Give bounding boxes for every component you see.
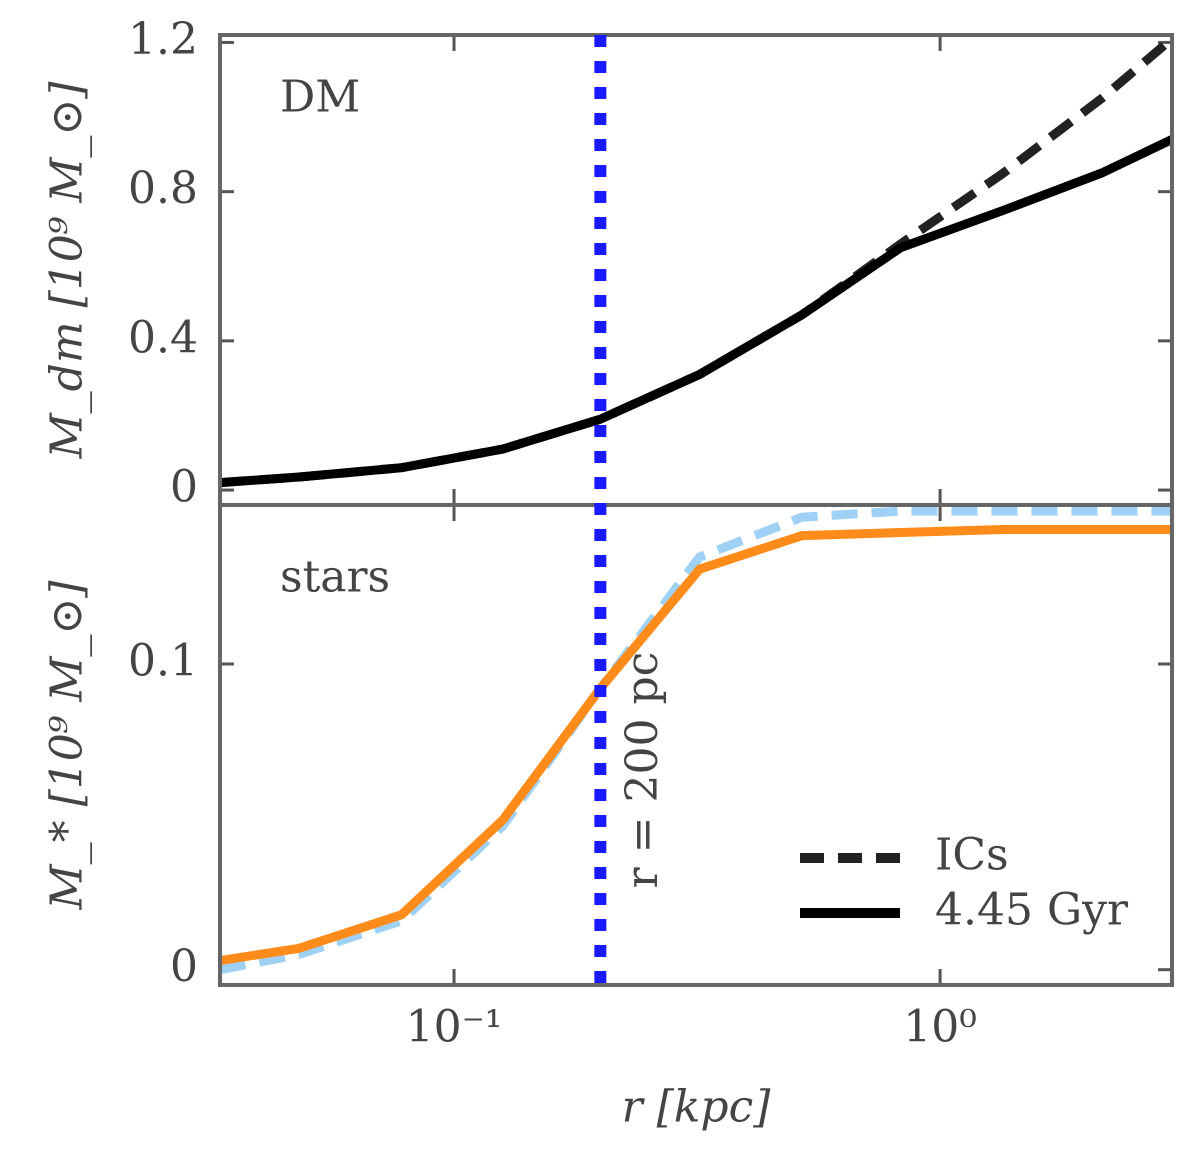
legend-label: ICs [935,830,1009,881]
y-tick-label: 0.4 [128,312,198,363]
y-tick-label: 0.1 [128,635,198,686]
x-tick-label: 10⁰ [903,1002,977,1053]
y-axis-label: M_* [10⁹ M_⊙] [42,580,93,911]
x-axis-label: r [kpc] [622,1082,772,1133]
y-tick-label: 0 [170,941,198,992]
vertical-line-label: r = 200 pc [617,652,668,889]
x-tick-label: 10⁻¹ [406,1002,503,1053]
y-tick-label: 0 [170,462,198,513]
legend-label: 4.45 Gyr [935,885,1129,936]
series-line [219,524,1172,965]
series-line [219,506,1172,975]
y-tick-label: 1.2 [128,14,198,65]
panel-label: stars [280,552,390,603]
series-line [219,135,1174,488]
y-axis-label: M_dm [10⁹ M_⊙] [42,81,93,460]
series-line [219,35,1175,488]
panel-label: DM [280,72,360,123]
y-tick-label: 0.8 [128,163,198,214]
panel-frame [218,503,1174,987]
panel-frame [218,33,1174,507]
